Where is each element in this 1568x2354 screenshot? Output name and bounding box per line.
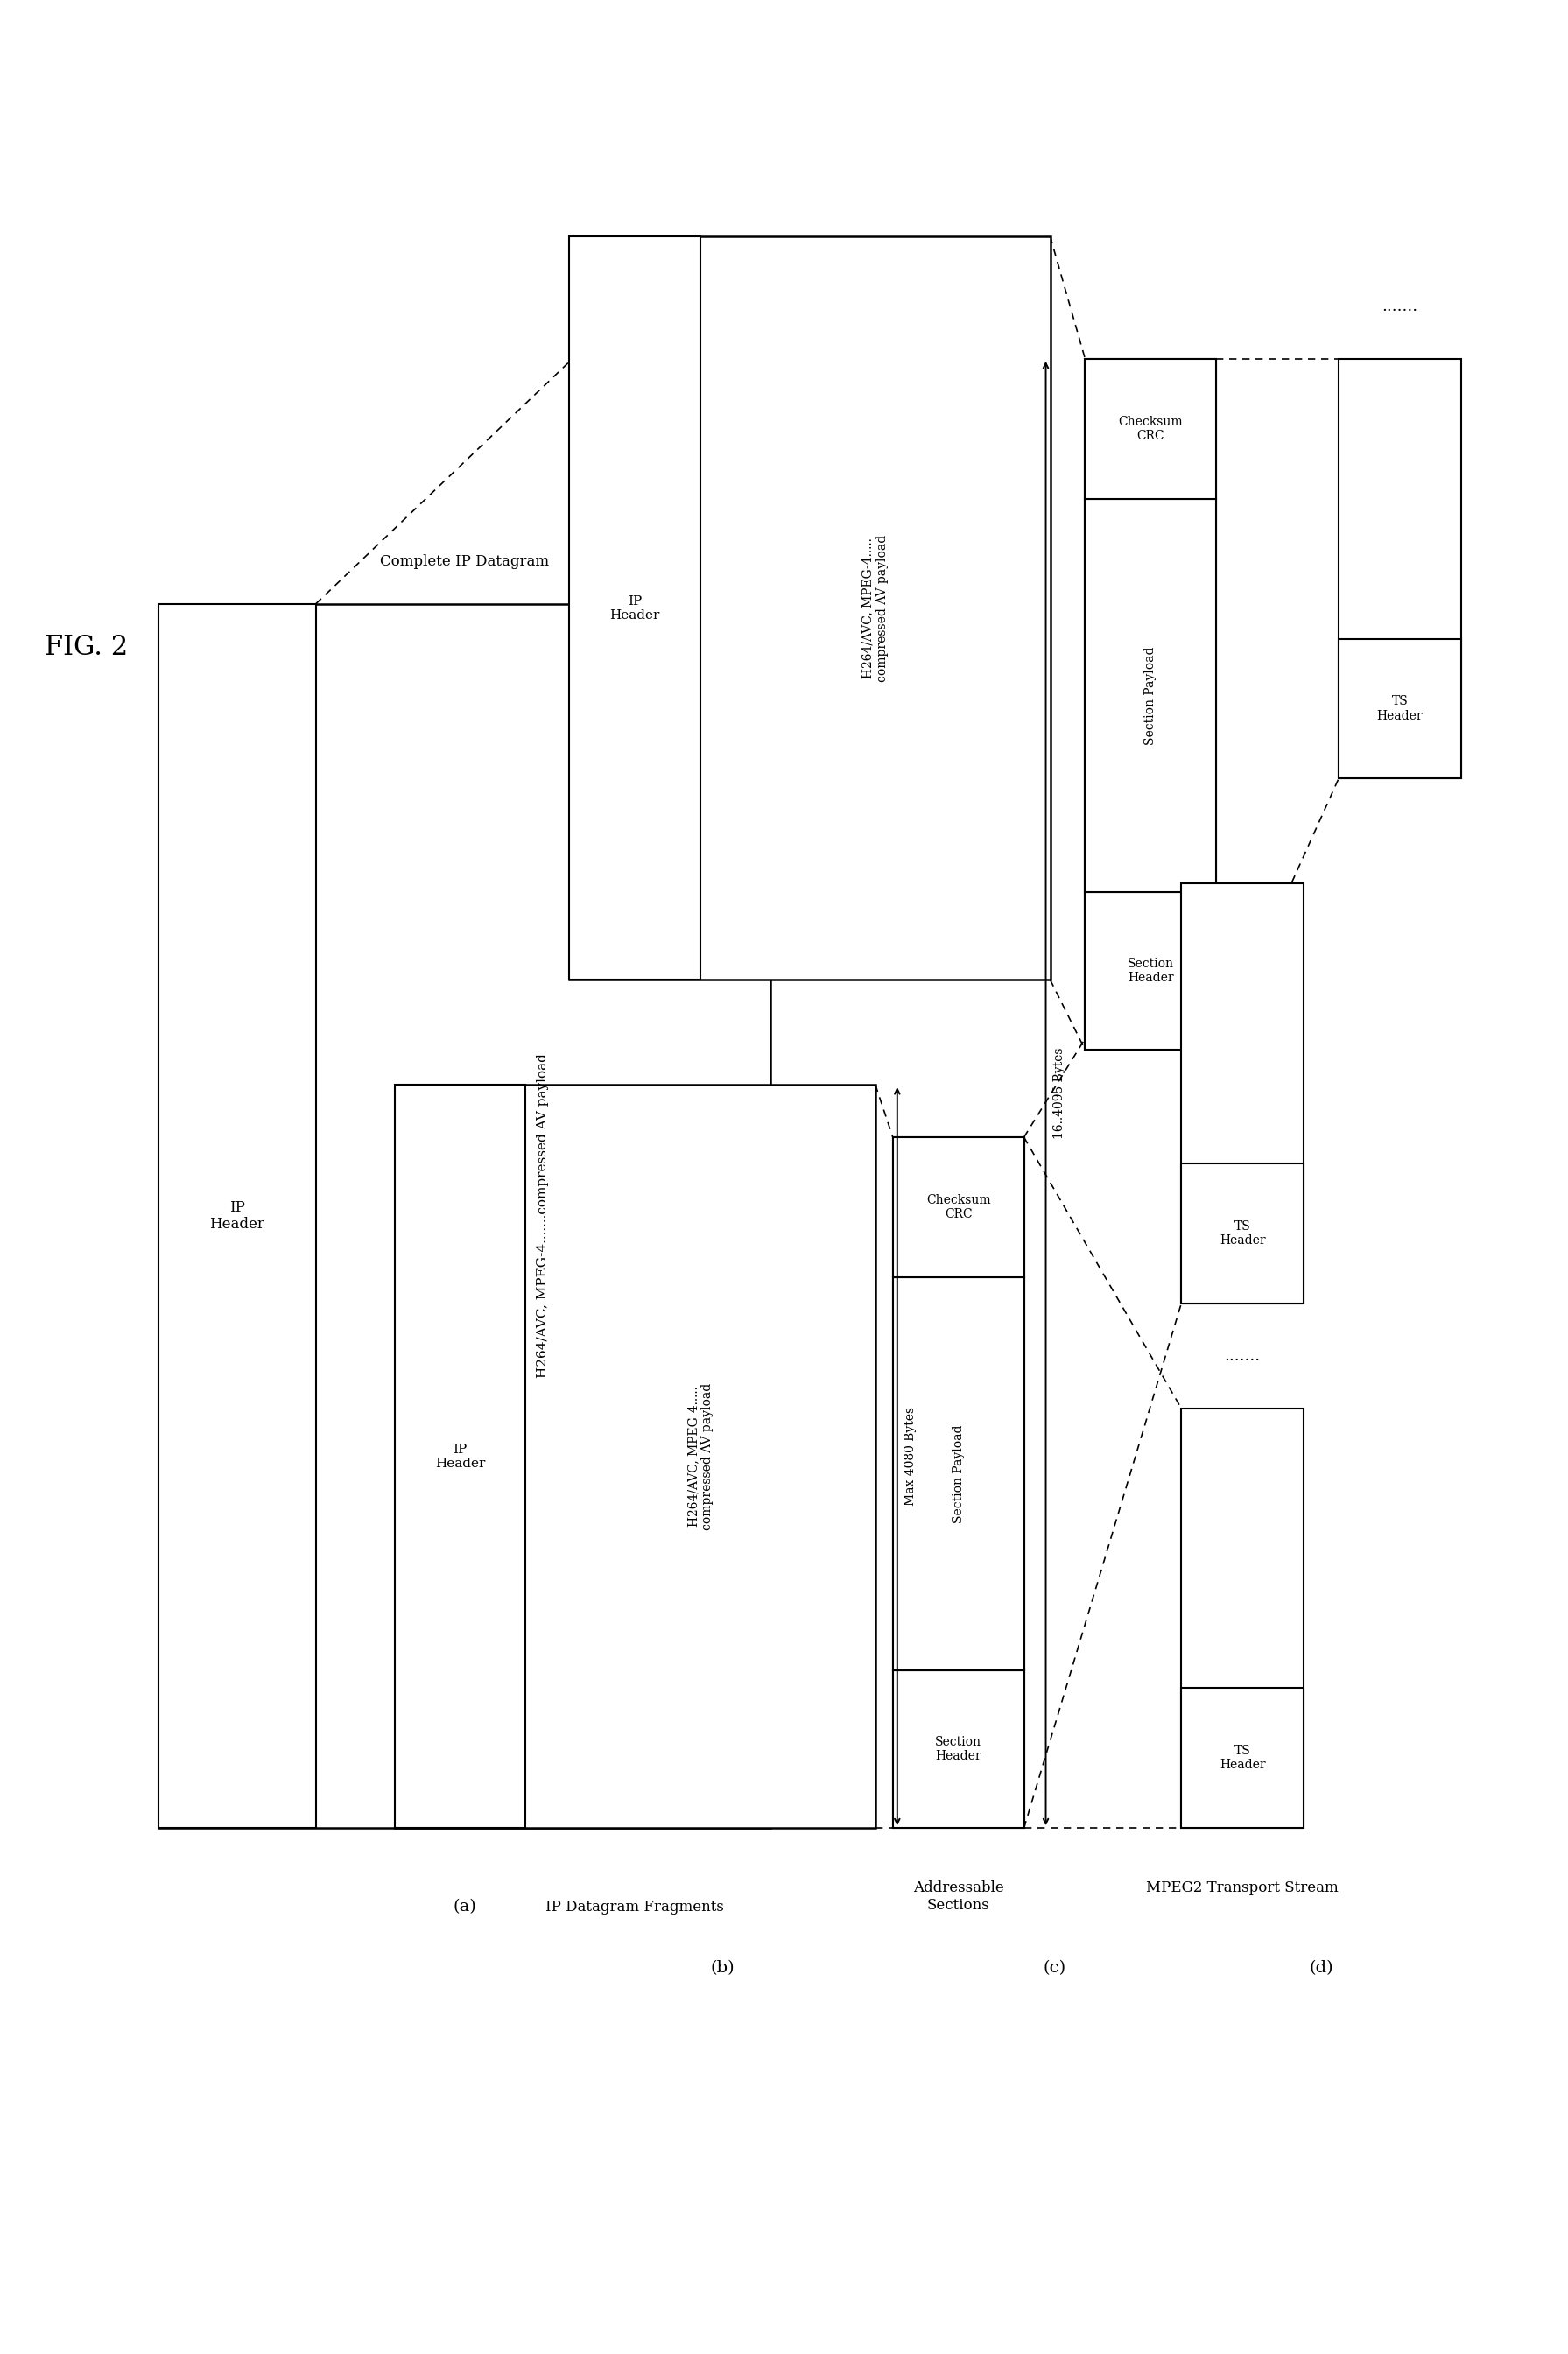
Bar [1181,1408,1303,1829]
Bar [569,235,701,979]
Text: TS
Header: TS Header [1377,694,1422,723]
Bar [158,603,315,1829]
Text: FIG. 2: FIG. 2 [45,633,129,661]
Text: Section Payload: Section Payload [1145,647,1157,744]
Text: (d): (d) [1309,1961,1333,1975]
Bar [1085,892,1217,1050]
Bar [1181,1163,1303,1304]
Text: IP
Header: IP Header [434,1443,485,1469]
Bar [395,1085,525,1829]
Text: Section
Header: Section Header [935,1737,982,1763]
Text: Checksum
CRC: Checksum CRC [927,1193,991,1219]
Text: Addressable
Sections: Addressable Sections [913,1881,1004,1911]
Bar [1181,1688,1303,1829]
Bar [1339,358,1461,779]
Text: TS
Header: TS Header [1220,1219,1265,1248]
Bar [892,1137,1024,1278]
Text: Section Payload: Section Payload [952,1424,964,1523]
Text: Complete IP Datagram: Complete IP Datagram [379,553,549,570]
Bar [395,1085,875,1829]
Text: IP
Header: IP Header [210,1201,265,1231]
Bar [1085,499,1217,892]
Text: TS
Header: TS Header [1220,1744,1265,1770]
Bar [569,235,1051,979]
Text: .......: ....... [1381,299,1417,315]
Text: Checksum
CRC: Checksum CRC [1118,417,1182,443]
Bar [892,1671,1024,1829]
Bar [1085,358,1217,499]
Bar [158,603,770,1829]
Text: H264/AVC, MPEG-4.......compressed AV payload: H264/AVC, MPEG-4.......compressed AV pay… [538,1055,549,1377]
Text: (b): (b) [710,1961,734,1975]
Text: H264/AVC, MPEG-4.....
compressed AV payload: H264/AVC, MPEG-4..... compressed AV payl… [687,1382,713,1530]
Bar [1181,883,1303,1304]
Bar [892,1278,1024,1671]
Text: (a): (a) [453,1900,477,1914]
Bar [1085,358,1217,1050]
Text: .......: ....... [1225,1349,1261,1363]
Bar [892,1137,1024,1829]
Text: IP
Header: IP Header [610,596,660,621]
Text: Max 4080 Bytes: Max 4080 Bytes [905,1408,916,1507]
Text: IP Datagram Fragments: IP Datagram Fragments [546,1900,724,1914]
Bar [1339,638,1461,779]
Text: 16..4095 Bytes: 16..4095 Bytes [1052,1048,1065,1139]
Text: H264/AVC, MPEG-4.....
compressed AV payload: H264/AVC, MPEG-4..... compressed AV payl… [862,534,889,683]
Text: (c): (c) [1043,1961,1066,1975]
Text: MPEG2 Transport Stream: MPEG2 Transport Stream [1146,1881,1339,1895]
Text: Section
Header: Section Header [1127,958,1174,984]
